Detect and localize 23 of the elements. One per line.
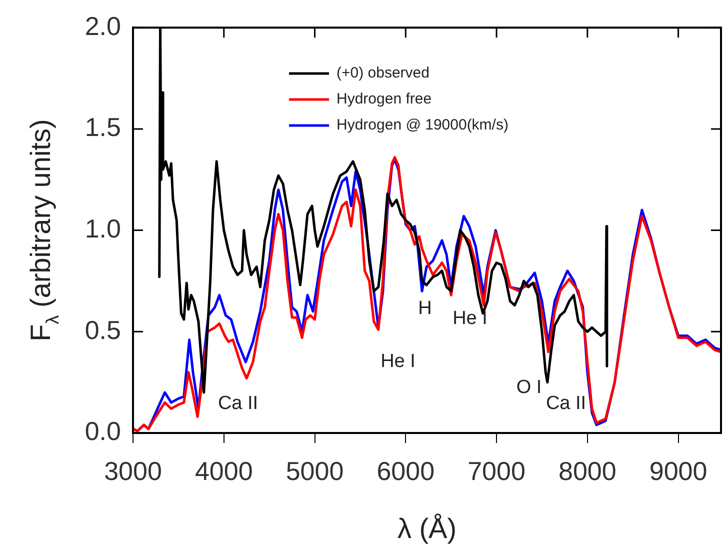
x-tick-label: 7000	[468, 456, 526, 486]
annotation: O I	[516, 377, 542, 398]
annotation: H	[418, 298, 432, 320]
x-tick-label: 8000	[558, 456, 616, 486]
annotation: He I	[380, 351, 416, 372]
x-tick-label: 4000	[194, 456, 253, 486]
legend-label: (+0) observed	[336, 64, 430, 82]
y-tick-label: 2.0	[84, 10, 121, 41]
annotation: Ca II	[218, 393, 258, 414]
y-tick-label: 1.0	[84, 213, 121, 244]
y-tick-label: 0.5	[84, 314, 121, 345]
x-axis-title: λ (Å)	[397, 513, 457, 544]
x-tick-label: 6000	[376, 456, 435, 486]
annotation: He I	[452, 308, 488, 330]
y-tick-label: 1.5	[84, 112, 121, 142]
legend-label: Hydrogen free	[336, 90, 432, 108]
x-tick-label: 3000	[104, 456, 162, 486]
x-tick-label: 5000	[286, 456, 344, 486]
legend-label: Hydrogen @ 19000(km/s)	[336, 116, 508, 134]
y-tick-label: 0.0	[84, 416, 121, 446]
annotation: Ca II	[546, 393, 586, 414]
y-axis-title: Fλ (arbitrary units)	[25, 119, 62, 342]
x-tick-label: 9000	[649, 456, 708, 486]
